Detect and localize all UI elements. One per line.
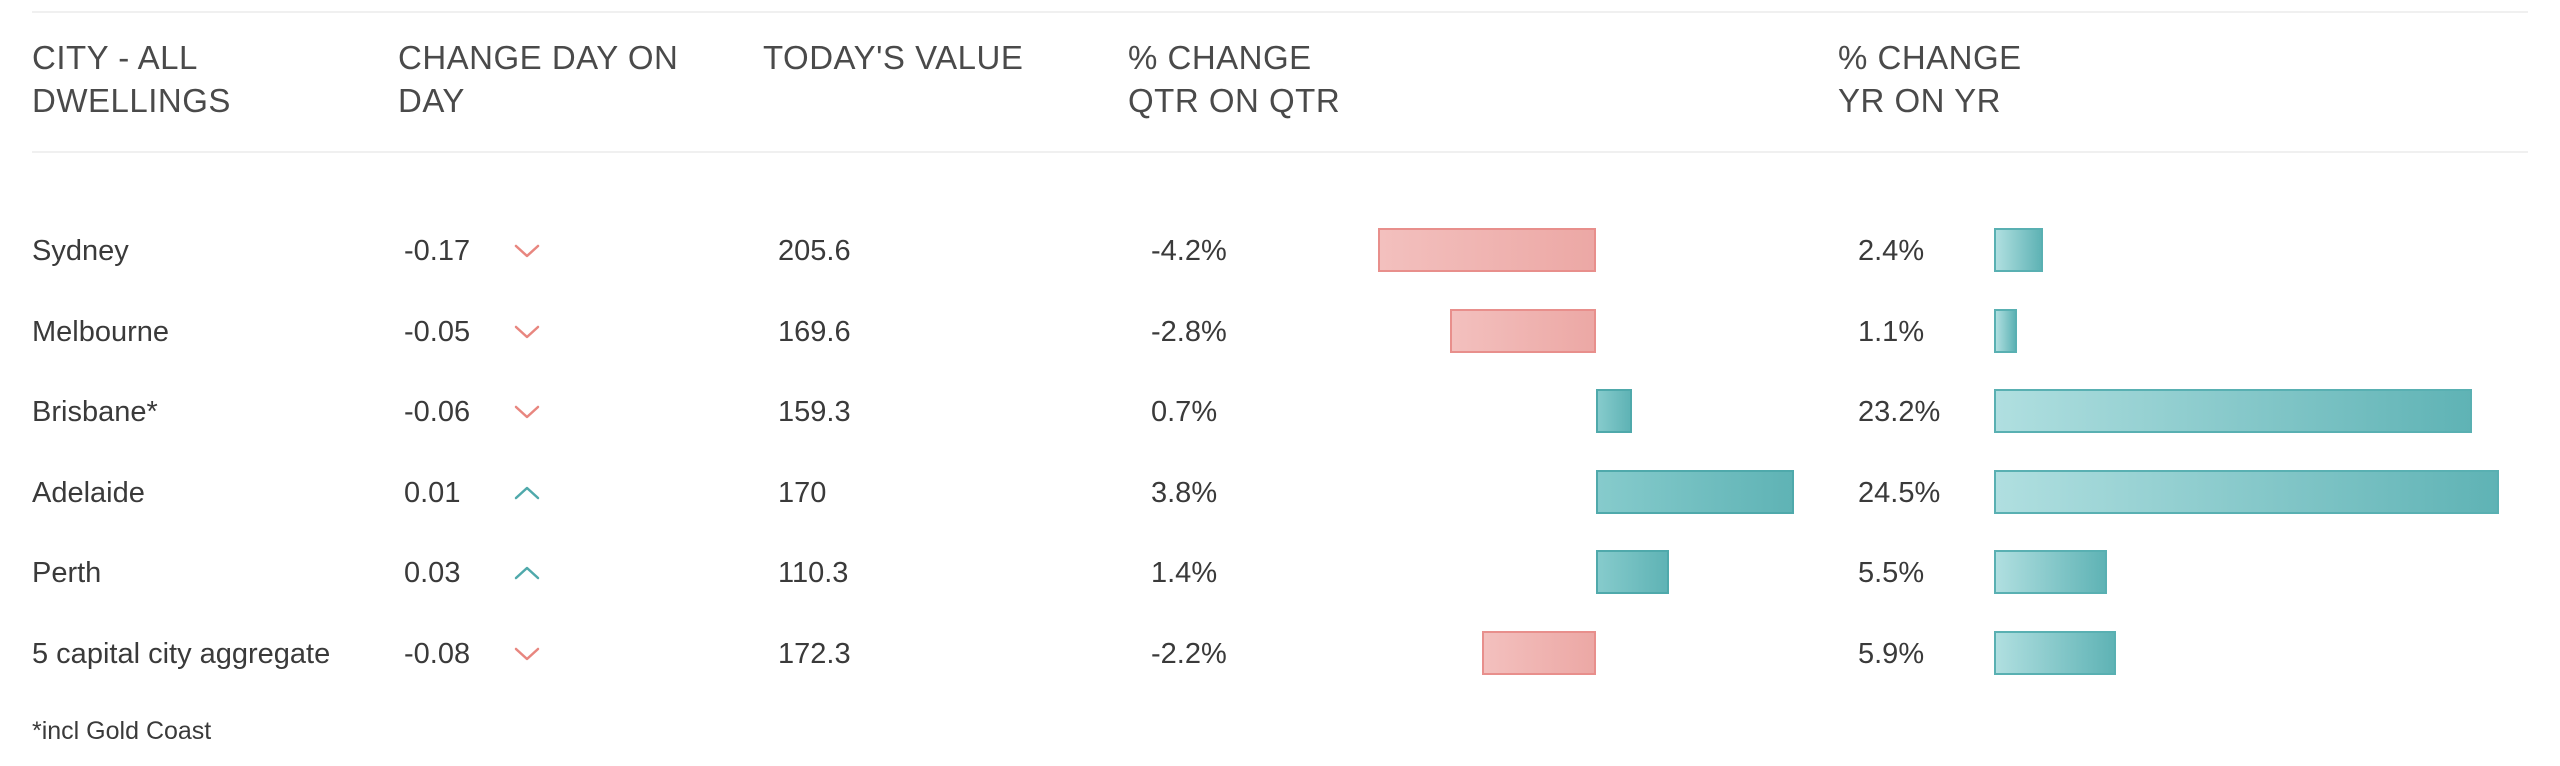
- change-day-on-day: -0.06: [404, 396, 471, 428]
- city-name: Brisbane*: [32, 396, 158, 428]
- city-name: Adelaide: [32, 477, 145, 509]
- chevron-down-icon: [514, 325, 540, 339]
- chevron-up-icon: [514, 486, 540, 500]
- yr-change-bar: [1994, 228, 2044, 272]
- qtr-change-bar: [1450, 309, 1596, 353]
- table-row: Melbourne -0.05 169.6 -2.8% 1.1%: [0, 307, 2560, 357]
- todays-value: 169.6: [778, 316, 851, 348]
- chevron-up-icon: [514, 566, 540, 580]
- change-qtr-on-qtr: 1.4%: [1151, 557, 1218, 589]
- table-row: Brisbane* -0.06 159.3 0.7% 23.2%: [0, 387, 2560, 437]
- qtr-change-bar: [1596, 470, 1794, 514]
- yr-change-bar: [1994, 470, 2499, 514]
- change-qtr-on-qtr: 0.7%: [1151, 396, 1218, 428]
- todays-value: 205.6: [778, 235, 851, 267]
- yr-change-bar: [1994, 309, 2017, 353]
- city-name: Melbourne: [32, 316, 170, 348]
- header-change-qtr-on-qtr: % CHANGE QTR ON QTR: [1128, 39, 1341, 119]
- city-name: Perth: [32, 557, 102, 589]
- yr-change-bar: [1994, 389, 2472, 433]
- chevron-down-icon: [514, 647, 540, 661]
- yr-change-bar: [1994, 550, 2108, 594]
- change-yr-on-yr: 5.9%: [1858, 638, 1925, 670]
- qtr-change-bar: [1596, 550, 1669, 594]
- change-qtr-on-qtr: -2.8%: [1151, 316, 1227, 348]
- table-row: 5 capital city aggregate -0.08 172.3 -2.2% 5…: [0, 629, 2560, 679]
- table-row: Adelaide 0.01 170 3.8% 24.5%: [0, 468, 2560, 518]
- city-name: 5 capital city aggregate: [32, 638, 331, 670]
- change-yr-on-yr: 5.5%: [1858, 557, 1925, 589]
- change-day-on-day: -0.17: [404, 235, 471, 267]
- header-city: CITY - ALL DWELLINGS: [32, 39, 231, 119]
- change-day-on-day: 0.01: [404, 477, 461, 509]
- qtr-change-bar: [1377, 228, 1596, 272]
- change-day-on-day: -0.08: [404, 638, 471, 670]
- todays-value: 172.3: [778, 638, 851, 670]
- qtr-change-bar: [1481, 631, 1596, 675]
- change-yr-on-yr: 23.2%: [1858, 396, 1941, 428]
- change-qtr-on-qtr: 3.8%: [1151, 477, 1218, 509]
- yr-change-bar: [1994, 631, 2116, 675]
- chevron-down-icon: [514, 405, 540, 419]
- change-qtr-on-qtr: -4.2%: [1151, 235, 1227, 267]
- change-yr-on-yr: 2.4%: [1858, 235, 1925, 267]
- footnote: *incl Gold Coast: [32, 717, 212, 745]
- header-change-yr-on-yr: % CHANGE YR ON YR: [1838, 39, 2022, 119]
- todays-value: 159.3: [778, 396, 851, 428]
- table-row: Perth 0.03 110.3 1.4% 5.5%: [0, 548, 2560, 598]
- change-yr-on-yr: 24.5%: [1858, 477, 1941, 509]
- chevron-down-icon: [514, 244, 540, 258]
- change-day-on-day: 0.03: [404, 557, 461, 589]
- change-qtr-on-qtr: -2.2%: [1151, 638, 1227, 670]
- change-day-on-day: -0.05: [404, 316, 471, 348]
- qtr-change-bar: [1596, 389, 1633, 433]
- header-divider: [32, 151, 2528, 153]
- header-todays-value: TODAY'S VALUE: [763, 39, 1024, 76]
- top-divider: [32, 11, 2528, 13]
- table-row: Sydney -0.17 205.6 -4.2% 2.4%: [0, 226, 2560, 276]
- header-change-day-on-day: CHANGE DAY ON DAY: [398, 39, 679, 119]
- city-name: Sydney: [32, 235, 129, 267]
- todays-value: 110.3: [778, 557, 849, 589]
- change-yr-on-yr: 1.1%: [1858, 316, 1925, 348]
- todays-value: 170: [778, 477, 827, 509]
